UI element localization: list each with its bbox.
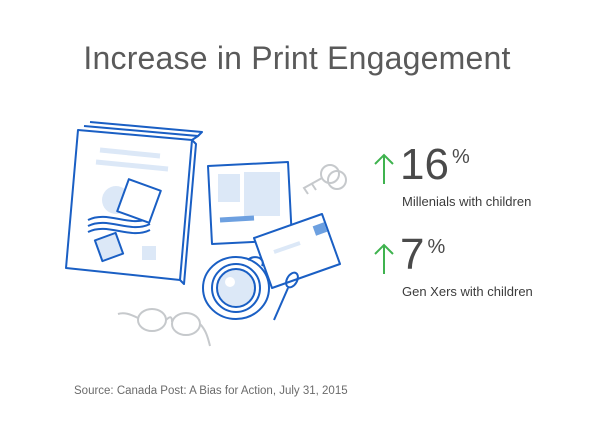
stat-value: 7 — [400, 230, 425, 279]
envelope-icon — [253, 213, 341, 289]
keys-icon — [302, 164, 347, 195]
stat-label: Millenials with children — [402, 194, 532, 209]
magazine-icon — [65, 121, 203, 285]
up-arrow-icon — [374, 243, 394, 274]
stat-label: Gen Xers with children — [402, 284, 533, 299]
glasses-icon — [117, 308, 211, 347]
stat-millenials: 16 % Millenials with children — [372, 142, 531, 209]
card-icon — [207, 161, 293, 245]
print-illustration — [65, 121, 347, 347]
stat-unit: % — [427, 236, 446, 258]
up-arrow-icon — [374, 153, 394, 184]
spoon-icon — [273, 271, 299, 321]
stat-value: 16 — [400, 140, 449, 189]
coffee-cup-icon — [202, 256, 270, 320]
page-title: Increase in Print Engagement — [83, 40, 511, 76]
stat-unit: % — [451, 146, 470, 168]
source-citation: Source: Canada Post: A Bias for Action, … — [74, 385, 348, 397]
stat-gen-x: 7 % Gen Xers with children — [372, 232, 533, 299]
